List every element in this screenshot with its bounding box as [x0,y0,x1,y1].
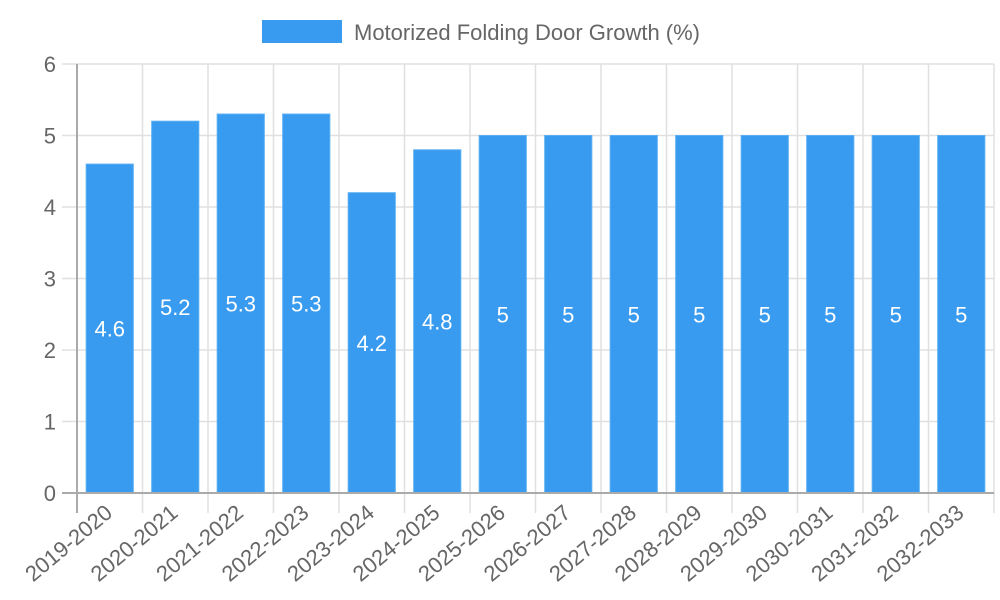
bar[interactable] [282,113,331,494]
y-tick-label: 3 [44,267,56,292]
bar-value-label: 5 [628,302,640,327]
bar-value-label: 5 [824,302,836,327]
y-tick-label: 2 [44,338,56,363]
bars: 4.6 5.2 5.3 5.3 4.2 4.8 5 5 5 5 5 5 5 5 [85,113,986,494]
bar-value-label: 5 [497,302,509,327]
bar-value-label: 5 [890,302,902,327]
bar-value-label: 4.8 [422,309,453,334]
legend[interactable]: Motorized Folding Door Growth (%) [262,20,700,45]
bar-value-label: 5.2 [160,295,191,320]
y-tick-label: 0 [44,481,56,506]
bar-value-label: 5 [759,302,771,327]
bar-value-label: 5 [955,302,967,327]
bar[interactable] [937,135,986,494]
bar-value-label: 5.3 [291,292,322,317]
bar[interactable] [806,135,855,494]
legend-swatch [262,20,342,43]
y-tick-label: 5 [44,124,56,149]
legend-label: Motorized Folding Door Growth (%) [354,20,700,45]
bar-value-label: 4.2 [356,331,387,356]
y-tick-label: 1 [44,410,56,435]
y-tick-label: 6 [44,52,56,77]
bar[interactable] [609,135,658,494]
bar[interactable] [544,135,593,494]
bar-value-label: 5 [693,302,705,327]
bar[interactable] [413,149,462,494]
bar-value-label: 5.3 [225,292,256,317]
bar[interactable] [871,135,920,494]
bar[interactable] [675,135,724,494]
bar-value-label: 5 [562,302,574,327]
y-tick-label: 4 [44,195,56,220]
bar-value-label: 4.6 [94,317,125,342]
bar[interactable] [347,192,396,494]
bar[interactable] [740,135,789,494]
